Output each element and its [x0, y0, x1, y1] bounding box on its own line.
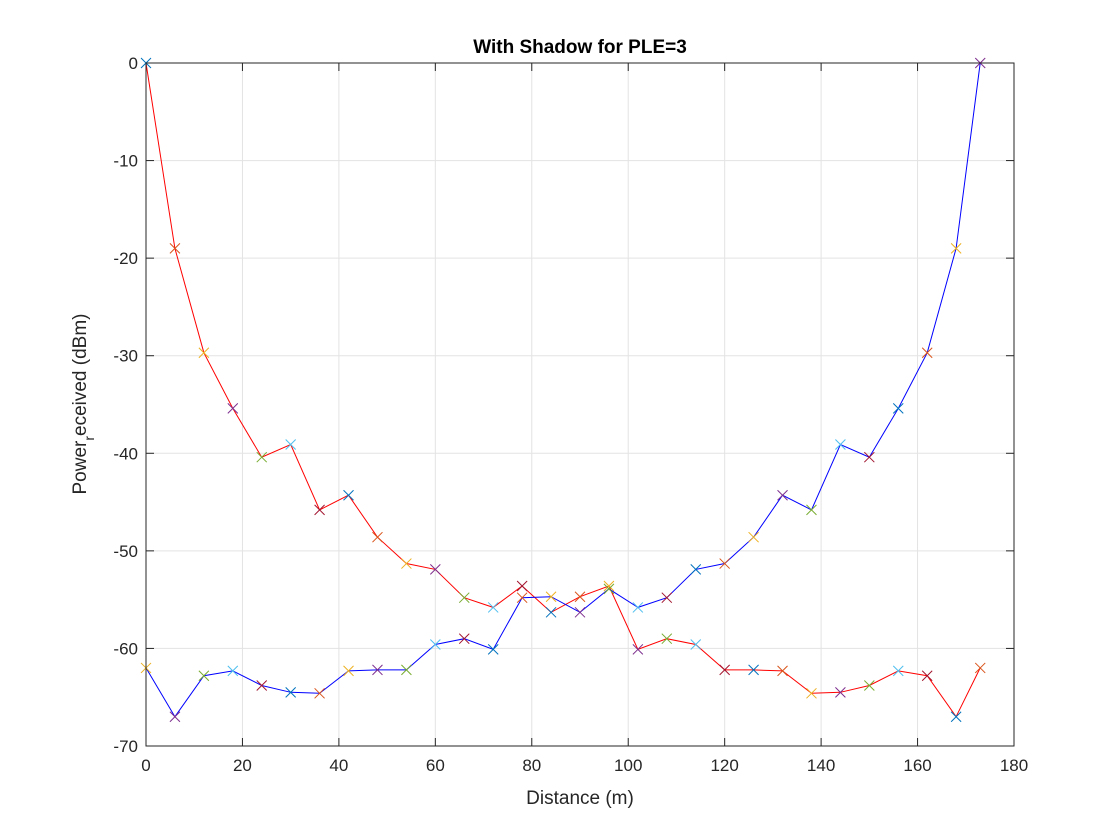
y-tick-label: -50 — [113, 542, 138, 561]
data-point-marker — [863, 680, 875, 691]
data-point-marker — [458, 592, 470, 604]
data-point-marker — [719, 558, 731, 569]
chart-title: With Shadow for PLE=3 — [473, 37, 687, 58]
data-point-marker — [632, 644, 644, 655]
x-tick-label: 40 — [329, 756, 348, 775]
series-line — [145, 62, 981, 718]
x-tick-label: 160 — [903, 756, 931, 775]
data-point-marker — [690, 639, 702, 650]
data-point-marker — [632, 602, 644, 613]
x-tick-label: 60 — [426, 756, 445, 775]
data-point-marker — [921, 670, 933, 682]
x-tick-label: 80 — [522, 756, 541, 775]
data-point-marker — [777, 489, 788, 501]
data-point-marker — [198, 670, 210, 682]
data-point-marker — [892, 665, 904, 677]
data-point-marker — [343, 665, 354, 677]
data-point-marker — [256, 451, 268, 463]
y-tick-label: -60 — [113, 639, 138, 658]
x-tick-label: 140 — [807, 756, 835, 775]
data-point-marker — [372, 531, 383, 543]
axes-box — [145, 62, 1015, 747]
data-point-marker — [835, 439, 846, 450]
data-point-marker — [690, 564, 702, 575]
x-tick-label: 20 — [233, 756, 252, 775]
y-axis-label: Powerreceived (dBm) — [70, 313, 97, 494]
data-point-marker — [516, 592, 528, 604]
data-point-marker — [169, 243, 181, 254]
data-point-marker — [169, 711, 181, 723]
data-point-marker — [429, 639, 441, 650]
y-tick-label: -30 — [113, 347, 138, 366]
y-tick-label: -20 — [113, 249, 138, 268]
data-point-marker — [314, 687, 325, 699]
data-point-marker — [719, 664, 731, 676]
data-point-marker — [950, 711, 962, 723]
data-point-marker — [487, 602, 499, 613]
data-point-marker — [227, 665, 239, 677]
data-point-marker — [603, 583, 615, 595]
x-tick-label: 120 — [710, 756, 738, 775]
x-tick-label: 0 — [141, 756, 150, 775]
y-tick-label: -70 — [113, 737, 138, 756]
y-axis-label-rest: eceived (dBm) — [70, 313, 91, 436]
data-point-marker — [343, 489, 354, 501]
data-point-marker — [458, 633, 470, 645]
y-tick-label: -40 — [113, 444, 138, 463]
series-layer — [140, 57, 986, 723]
y-axis-label-main: Power — [70, 440, 91, 495]
y-tick-label: 0 — [129, 54, 138, 73]
data-point-marker — [603, 580, 615, 592]
data-point-marker — [863, 451, 875, 463]
data-point-marker — [285, 686, 297, 698]
data-point-marker — [487, 644, 499, 655]
data-point-marker — [892, 403, 904, 414]
data-point-marker — [545, 606, 557, 618]
data-point-marker — [401, 664, 412, 676]
data-point-marker — [574, 606, 586, 618]
data-point-marker — [227, 403, 239, 414]
y-tick-label: -10 — [113, 152, 138, 171]
series-2 — [140, 57, 986, 723]
data-point-marker — [545, 591, 557, 603]
y-axis-label-subscript: r — [81, 436, 97, 441]
data-point-marker — [574, 591, 586, 603]
data-point-marker — [950, 243, 962, 254]
data-point-marker — [372, 664, 383, 676]
data-point-marker — [401, 558, 412, 569]
data-point-marker — [748, 664, 759, 676]
data-point-marker — [285, 439, 297, 450]
x-tick-label: 100 — [614, 756, 642, 775]
data-point-marker — [835, 686, 846, 698]
x-tick-label: 180 — [1000, 756, 1028, 775]
data-point-marker — [256, 680, 268, 691]
ticks: 0 20 40 60 80 100 120 140 160 180 0 -10 -20 -30 -40 -50… — [113, 54, 1028, 775]
data-point-marker — [921, 347, 933, 359]
data-point-marker — [661, 592, 673, 604]
data-point-marker — [806, 504, 817, 516]
data-point-marker — [777, 665, 788, 677]
data-point-marker — [661, 633, 673, 645]
plot-area — [146, 63, 1014, 746]
data-point-marker — [516, 580, 528, 592]
data-point-marker — [806, 687, 817, 699]
data-point-marker — [748, 531, 759, 543]
data-point-marker — [314, 504, 325, 516]
data-point-marker — [429, 564, 441, 575]
x-axis-label: Distance (m) — [526, 788, 634, 809]
data-point-marker — [198, 347, 210, 359]
data-point-marker — [974, 662, 986, 674]
